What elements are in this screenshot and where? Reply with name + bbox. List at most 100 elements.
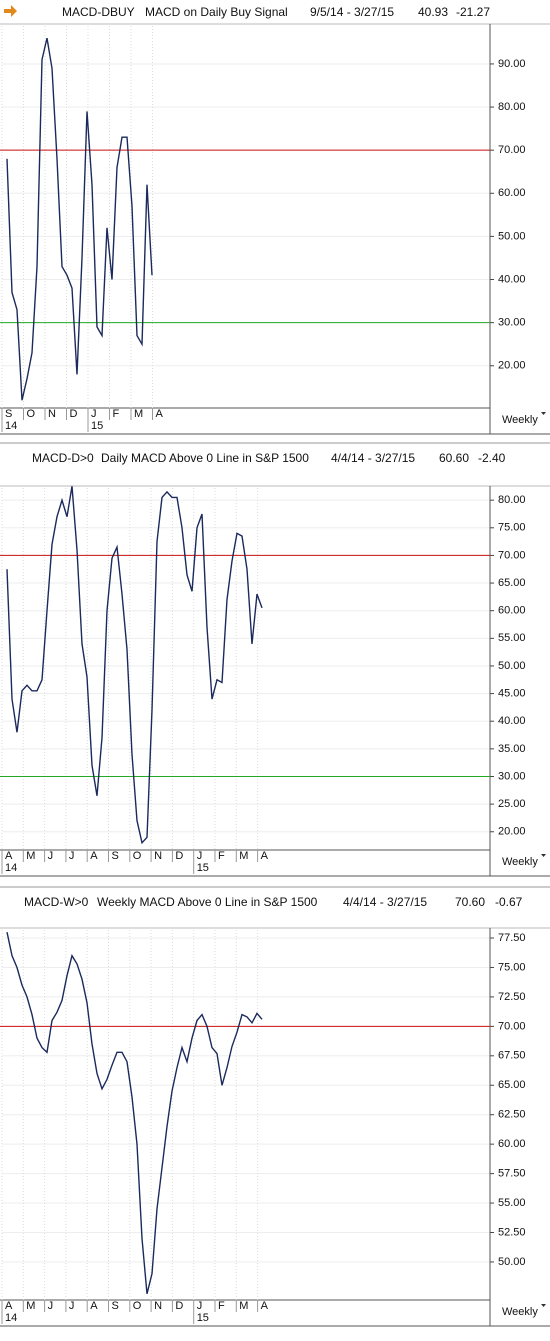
header-date-range: 4/4/14 - 3/27/15 <box>343 895 427 909</box>
y-tick-label: 60.00 <box>498 187 526 199</box>
x-month-label: M <box>239 1300 248 1312</box>
x-month-label: A <box>5 1300 13 1312</box>
y-tick-label: 55.00 <box>498 632 526 644</box>
y-tick-label: 20.00 <box>498 360 526 372</box>
x-month-label: A <box>90 1300 98 1312</box>
x-month-label: A <box>5 850 13 862</box>
y-tick-label: 77.50 <box>498 932 526 944</box>
header-symbol: MACD-D>0 <box>32 451 94 465</box>
y-tick-label: 80.00 <box>498 494 526 506</box>
header-date-range: 4/4/14 - 3/27/15 <box>331 451 415 465</box>
data-line <box>6 486 263 845</box>
x-month-label: S <box>112 1300 119 1312</box>
header-change: -21.27 <box>456 5 490 19</box>
y-tick-label: 30.00 <box>498 317 526 329</box>
x-month-label: F <box>218 850 225 862</box>
y-tick-label: 70.00 <box>498 1020 526 1032</box>
dropdown-arrow[interactable] <box>541 412 546 415</box>
header-change: -2.40 <box>478 451 506 465</box>
y-tick-label: 72.50 <box>498 991 526 1003</box>
x-month-label: F <box>218 1300 225 1312</box>
x-month-label: A <box>90 850 98 862</box>
data-line <box>6 37 153 401</box>
x-year-label: 14 <box>5 420 17 432</box>
x-month-label: M <box>26 1300 35 1312</box>
x-year-label: 15 <box>91 420 103 432</box>
y-tick-label: 80.00 <box>498 101 526 113</box>
header-last: 60.60 <box>439 451 469 465</box>
x-year-label: 14 <box>5 862 17 874</box>
x-month-label: J <box>69 850 75 862</box>
y-tick-label: 35.00 <box>498 743 526 755</box>
data-line <box>6 931 263 1294</box>
x-month-label: D <box>70 408 78 420</box>
x-month-label: M <box>239 850 248 862</box>
header-change: -0.67 <box>495 895 523 909</box>
header-title: MACD on Daily Buy Signal <box>145 5 288 19</box>
x-month-label: M <box>26 850 35 862</box>
y-tick-label: 50.00 <box>498 1256 526 1268</box>
x-month-label: J <box>48 850 54 862</box>
y-tick-label: 50.00 <box>498 230 526 242</box>
x-month-label: M <box>134 408 143 420</box>
x-month-label: S <box>112 850 119 862</box>
y-tick-label: 75.00 <box>498 522 526 534</box>
x-month-label: D <box>175 1300 183 1312</box>
x-month-label: D <box>175 850 183 862</box>
y-tick-label: 70.00 <box>498 549 526 561</box>
y-tick-label: 65.00 <box>498 1079 526 1091</box>
x-month-label: J <box>69 1300 75 1312</box>
period-selector[interactable]: Weekly <box>502 856 538 868</box>
x-month-label: N <box>154 850 162 862</box>
y-tick-label: 70.00 <box>498 144 526 156</box>
header-symbol: MACD-DBUY <box>62 5 135 19</box>
y-tick-label: 65.00 <box>498 577 526 589</box>
y-tick-label: 60.00 <box>498 605 526 617</box>
y-tick-label: 40.00 <box>498 273 526 285</box>
x-month-label: A <box>261 850 269 862</box>
x-month-label: A <box>261 1300 269 1312</box>
x-year-label: 15 <box>197 1312 209 1324</box>
period-selector[interactable]: Weekly <box>502 1306 538 1318</box>
y-tick-label: 50.00 <box>498 660 526 672</box>
header-title: Weekly MACD Above 0 Line in S&P 1500 <box>97 895 318 909</box>
x-month-label: J <box>91 408 97 420</box>
header-symbol: MACD-W>0 <box>24 895 89 909</box>
x-month-label: N <box>154 1300 162 1312</box>
x-month-label: J <box>197 1300 203 1312</box>
dropdown-arrow[interactable] <box>541 1304 546 1307</box>
x-month-label: A <box>156 408 164 420</box>
x-month-label: J <box>48 1300 54 1312</box>
x-month-label: O <box>27 408 36 420</box>
y-tick-label: 60.00 <box>498 1138 526 1150</box>
y-tick-label: 45.00 <box>498 688 526 700</box>
header-last: 70.60 <box>455 895 485 909</box>
header-date-range: 9/5/14 - 3/27/15 <box>310 5 394 19</box>
y-tick-label: 75.00 <box>498 961 526 973</box>
x-year-label: 15 <box>197 862 209 874</box>
y-tick-label: 25.00 <box>498 798 526 810</box>
y-tick-label: 20.00 <box>498 826 526 838</box>
x-month-label: S <box>5 408 12 420</box>
y-tick-label: 90.00 <box>498 58 526 70</box>
x-month-label: O <box>133 850 142 862</box>
y-tick-label: 62.50 <box>498 1109 526 1121</box>
header-title: Daily MACD Above 0 Line in S&P 1500 <box>101 451 309 465</box>
x-year-label: 14 <box>5 1312 17 1324</box>
period-selector[interactable]: Weekly <box>502 414 538 426</box>
x-month-label: J <box>197 850 203 862</box>
y-tick-label: 55.00 <box>498 1197 526 1209</box>
y-tick-label: 57.50 <box>498 1168 526 1180</box>
y-tick-label: 52.50 <box>498 1226 526 1238</box>
y-tick-label: 40.00 <box>498 715 526 727</box>
dropdown-arrow[interactable] <box>541 854 546 857</box>
x-month-label: O <box>133 1300 142 1312</box>
y-tick-label: 67.50 <box>498 1050 526 1062</box>
header-last: 40.93 <box>418 5 448 19</box>
arrow-icon[interactable] <box>4 5 17 17</box>
x-month-label: F <box>113 408 120 420</box>
y-tick-label: 30.00 <box>498 770 526 782</box>
x-month-label: N <box>48 408 56 420</box>
